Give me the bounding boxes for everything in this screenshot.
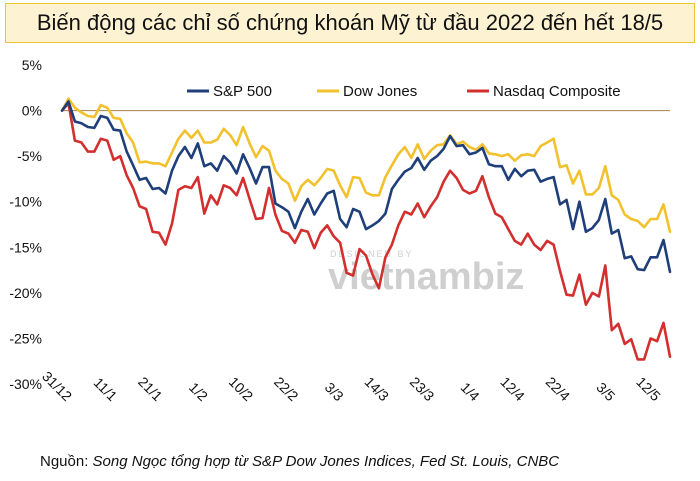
watermark-brand-text: vietnambiz — [328, 256, 524, 298]
y-tick-label: -15% — [9, 239, 42, 255]
legend-label-nasdaq: Nasdaq Composite — [493, 83, 621, 100]
series-line-dow — [60, 97, 672, 234]
x-tick-label: 21/1 — [135, 374, 166, 405]
y-tick-label: -30% — [9, 376, 42, 392]
x-tick-label: 22/4 — [543, 374, 574, 405]
x-axis-tick-labels: 31/12 11/1 21/1 1/2 10/2 22/2 3/3 14/3 23/3 1/4 12… — [39, 368, 664, 404]
x-tick-label: 22/2 — [271, 374, 302, 405]
y-tick-label: -5% — [17, 148, 42, 164]
source-note: Nguồn: Song Ngọc tổng hợp từ S&P Dow Jon… — [40, 453, 559, 470]
legend: S&P 500 Dow Jones Nasdaq Composite — [187, 83, 621, 100]
x-tick-label: 3/3 — [322, 379, 347, 404]
y-tick-label: 5% — [22, 57, 42, 73]
x-tick-label: 12/5 — [633, 374, 664, 405]
x-tick-label: 1/2 — [186, 379, 211, 404]
x-tick-label: 14/3 — [362, 374, 393, 405]
series-line-sp500 — [60, 100, 672, 274]
source-prefix: Nguồn: — [40, 453, 93, 470]
x-tick-label: 3/5 — [593, 379, 618, 404]
legend-label-sp500: S&P 500 — [213, 83, 272, 100]
x-tick-label: 12/4 — [497, 374, 528, 405]
chart-title-box: Biến động các chỉ số chứng khoán Mỹ từ đ… — [5, 3, 695, 43]
y-tick-label: -25% — [9, 330, 42, 346]
x-tick-label: 23/3 — [407, 374, 438, 405]
line-chart: DESIGNED BY vietnambiz 5% 0% -5% -10% -15% -2… — [9, 57, 672, 404]
y-tick-label: -10% — [9, 194, 42, 210]
series-line-nasdaq — [60, 102, 672, 361]
x-tick-label: 10/2 — [226, 374, 257, 405]
watermark-logo: DESIGNED BY vietnambiz — [328, 249, 524, 298]
series-lines — [60, 97, 672, 361]
x-tick-label: 31/12 — [39, 368, 75, 404]
y-tick-label: 0% — [22, 103, 42, 119]
y-axis-tick-labels: 5% 0% -5% -10% -15% -20% -25% -30% — [9, 57, 42, 392]
chart-title: Biến động các chỉ số chứng khoán Mỹ từ đ… — [36, 10, 664, 35]
source-text: Song Ngọc tổng hợp từ S&P Dow Jones Indi… — [92, 453, 560, 470]
x-tick-label: 11/1 — [91, 374, 121, 404]
legend-label-dow: Dow Jones — [343, 83, 417, 100]
x-tick-label: 1/4 — [458, 379, 483, 404]
y-tick-label: -20% — [9, 285, 42, 301]
watermark-small-text: DESIGNED BY — [330, 249, 414, 259]
